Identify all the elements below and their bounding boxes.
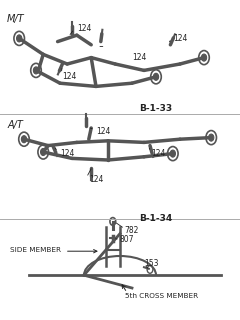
Circle shape [201, 54, 207, 61]
Text: 124: 124 [96, 127, 110, 136]
Text: 124: 124 [151, 149, 166, 158]
Circle shape [41, 148, 46, 156]
Circle shape [153, 73, 159, 80]
Circle shape [33, 67, 39, 74]
Text: M/T: M/T [7, 14, 25, 24]
Circle shape [21, 136, 27, 143]
Circle shape [170, 150, 175, 157]
Text: 153: 153 [144, 260, 158, 268]
Text: 124: 124 [89, 175, 103, 184]
Text: 782: 782 [125, 226, 139, 235]
Text: B-1-34: B-1-34 [139, 214, 173, 223]
Text: 807: 807 [120, 236, 134, 244]
Text: SIDE MEMBER: SIDE MEMBER [10, 247, 60, 253]
Text: 124: 124 [62, 72, 77, 81]
Text: 124: 124 [77, 24, 91, 33]
Text: 124: 124 [132, 53, 146, 62]
Text: 5th CROSS MEMBER: 5th CROSS MEMBER [125, 293, 198, 299]
Circle shape [209, 134, 214, 141]
Circle shape [17, 35, 22, 42]
Text: 124: 124 [60, 149, 74, 158]
Text: B-1-33: B-1-33 [139, 104, 172, 113]
Text: 124: 124 [173, 34, 187, 43]
Text: A/T: A/T [7, 120, 23, 130]
